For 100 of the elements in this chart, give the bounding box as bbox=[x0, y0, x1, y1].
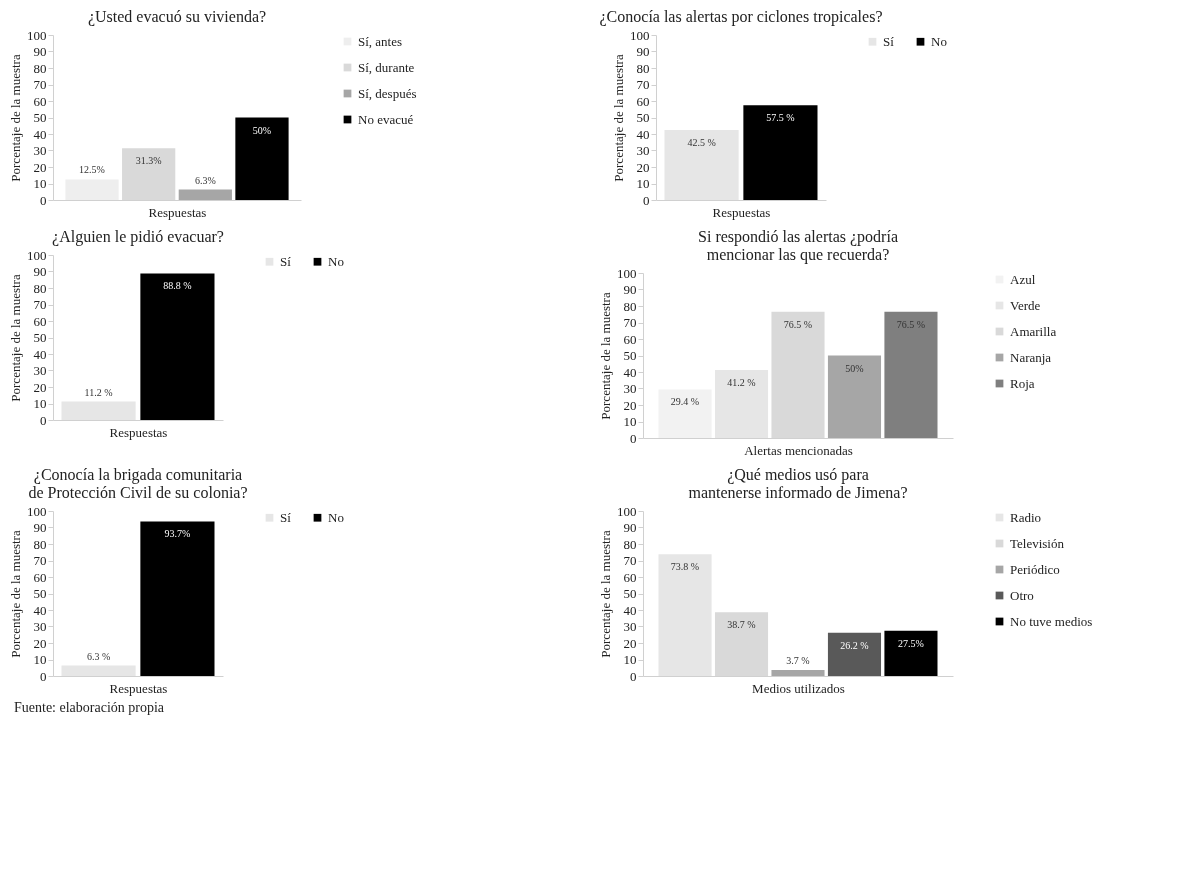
y-tick-label: 90 bbox=[636, 44, 650, 59]
bar bbox=[658, 389, 712, 438]
data-label: 3.7 % bbox=[786, 654, 810, 666]
y-tick-label: 30 bbox=[636, 143, 650, 158]
x-axis-title: Respuestas bbox=[712, 204, 771, 220]
data-label: 12.5% bbox=[79, 164, 105, 176]
y-tick-label: 80 bbox=[623, 536, 637, 552]
y-tick-label: 100 bbox=[630, 27, 650, 43]
data-label: 29.4 % bbox=[670, 396, 700, 408]
y-tick-label: 20 bbox=[636, 159, 650, 175]
legend-label: Verde bbox=[1010, 297, 1041, 313]
y-tick-label: 20 bbox=[33, 159, 47, 175]
data-label: 88.8 % bbox=[163, 280, 192, 292]
y-tick-label: 100 bbox=[27, 27, 47, 43]
data-label: 93.7% bbox=[164, 528, 191, 540]
y-tick-label: 40 bbox=[33, 126, 47, 142]
data-label: 76.5 % bbox=[896, 318, 926, 330]
data-label: 26.2 % bbox=[840, 639, 869, 651]
y-tick-label: 0 bbox=[40, 668, 47, 684]
data-label: 42.5 % bbox=[687, 136, 716, 148]
data-label: 6.3 % bbox=[86, 650, 111, 662]
y-tick-label: 30 bbox=[33, 143, 47, 158]
y-tick-label: 20 bbox=[623, 397, 637, 413]
y-tick-label: 0 bbox=[40, 412, 47, 428]
y-tick-label: 80 bbox=[636, 60, 650, 76]
y-tick-label: 50 bbox=[33, 110, 47, 125]
legend-label: Sí bbox=[280, 509, 292, 525]
legend-label: Naranja bbox=[1010, 349, 1052, 365]
legend-label: Sí, antes bbox=[358, 33, 403, 49]
y-tick-label: 70 bbox=[623, 553, 637, 568]
y-tick-label: 40 bbox=[623, 364, 637, 380]
y-tick-label: 70 bbox=[33, 297, 47, 312]
y-tick-label: 50 bbox=[636, 110, 650, 125]
x-axis-title: Respuestas bbox=[109, 680, 168, 696]
y-tick-label: 40 bbox=[636, 126, 650, 142]
bar bbox=[884, 311, 938, 438]
legend-label: Sí, durante bbox=[358, 59, 415, 75]
chart-title: ¿Conocía la brigada comunitaria de Protección Civil de su colonia? bbox=[28, 466, 248, 501]
y-tick-label: 30 bbox=[623, 381, 637, 396]
y-axis-title: Porcentaje de la muestra bbox=[8, 54, 23, 182]
data-label: 73.8 % bbox=[670, 561, 700, 573]
y-tick-label: 0 bbox=[40, 192, 47, 208]
legend-label: Radio bbox=[1010, 509, 1042, 525]
y-tick-label: 70 bbox=[623, 315, 637, 330]
x-axis-title: Medios utilizados bbox=[752, 680, 845, 696]
bar bbox=[235, 117, 289, 200]
chart-title: ¿Qué medios usó para mantenerse informado de Jimena? bbox=[688, 466, 908, 501]
chart-title: ¿Conocía las alertas por ciclones tropicales? bbox=[599, 8, 883, 26]
chart-title: ¿Alguien le pidió evacuar? bbox=[52, 228, 224, 246]
y-tick-label: 0 bbox=[630, 668, 637, 684]
y-axis-title: Porcentaje de la muestra bbox=[598, 530, 613, 658]
bar bbox=[658, 554, 712, 676]
y-axis-title: Porcentaje de la muestra bbox=[598, 292, 613, 420]
y-tick-label: 60 bbox=[33, 93, 47, 109]
y-tick-label: 80 bbox=[33, 60, 47, 76]
x-axis-title: Respuestas bbox=[109, 424, 168, 440]
y-tick-label: 60 bbox=[623, 331, 637, 347]
y-tick-label: 10 bbox=[33, 176, 47, 191]
legend-label: Otro bbox=[1010, 587, 1034, 603]
data-label: 76.5 % bbox=[783, 318, 813, 330]
y-tick-label: 90 bbox=[33, 520, 47, 535]
y-tick-label: 30 bbox=[33, 619, 47, 634]
y-tick-label: 40 bbox=[33, 346, 47, 362]
bar bbox=[771, 669, 825, 676]
y-tick-label: 90 bbox=[33, 264, 47, 279]
y-axis-title: Porcentaje de la muestra bbox=[8, 274, 23, 402]
chart-title: Si respondió las alertas ¿podría mencionar las que recuerda? bbox=[698, 228, 898, 264]
y-tick-label: 90 bbox=[623, 520, 637, 535]
y-tick-label: 100 bbox=[27, 503, 47, 519]
y-tick-label: 20 bbox=[33, 635, 47, 651]
y-tick-label: 80 bbox=[33, 280, 47, 296]
data-label: 31.3% bbox=[135, 155, 162, 167]
y-tick-label: 50 bbox=[623, 348, 637, 363]
data-label: 27.5% bbox=[898, 637, 924, 649]
y-tick-label: 70 bbox=[33, 553, 47, 568]
y-tick-label: 100 bbox=[27, 247, 47, 263]
legend-label: Sí bbox=[883, 33, 895, 49]
bar bbox=[884, 630, 938, 676]
y-tick-label: 40 bbox=[623, 602, 637, 618]
legend-label: Azul bbox=[1010, 271, 1036, 287]
legend-label: Roja bbox=[1010, 375, 1035, 391]
y-tick-label: 40 bbox=[33, 602, 47, 618]
legend-label: Amarilla bbox=[1010, 323, 1057, 339]
x-axis-title: Respuestas bbox=[148, 204, 207, 220]
bar bbox=[178, 189, 232, 200]
y-tick-label: 0 bbox=[630, 430, 637, 446]
source-note: Fuente: elaboración propia bbox=[14, 700, 166, 716]
legend-label: No tuve medios bbox=[1010, 613, 1093, 629]
y-tick-label: 30 bbox=[33, 363, 47, 378]
y-tick-label: 0 bbox=[643, 192, 650, 208]
y-axis-title: Porcentaje de la muestra bbox=[611, 54, 626, 182]
y-tick-label: 100 bbox=[617, 503, 637, 519]
y-tick-label: 100 bbox=[617, 265, 637, 281]
data-label: 11.2 % bbox=[84, 386, 113, 398]
legend-label: Sí bbox=[280, 253, 292, 269]
data-label: 50% bbox=[252, 124, 272, 136]
y-tick-label: 70 bbox=[33, 77, 47, 92]
y-tick-label: 20 bbox=[623, 635, 637, 651]
data-label: 57.5 % bbox=[766, 112, 795, 124]
legend-label: No bbox=[328, 253, 344, 269]
